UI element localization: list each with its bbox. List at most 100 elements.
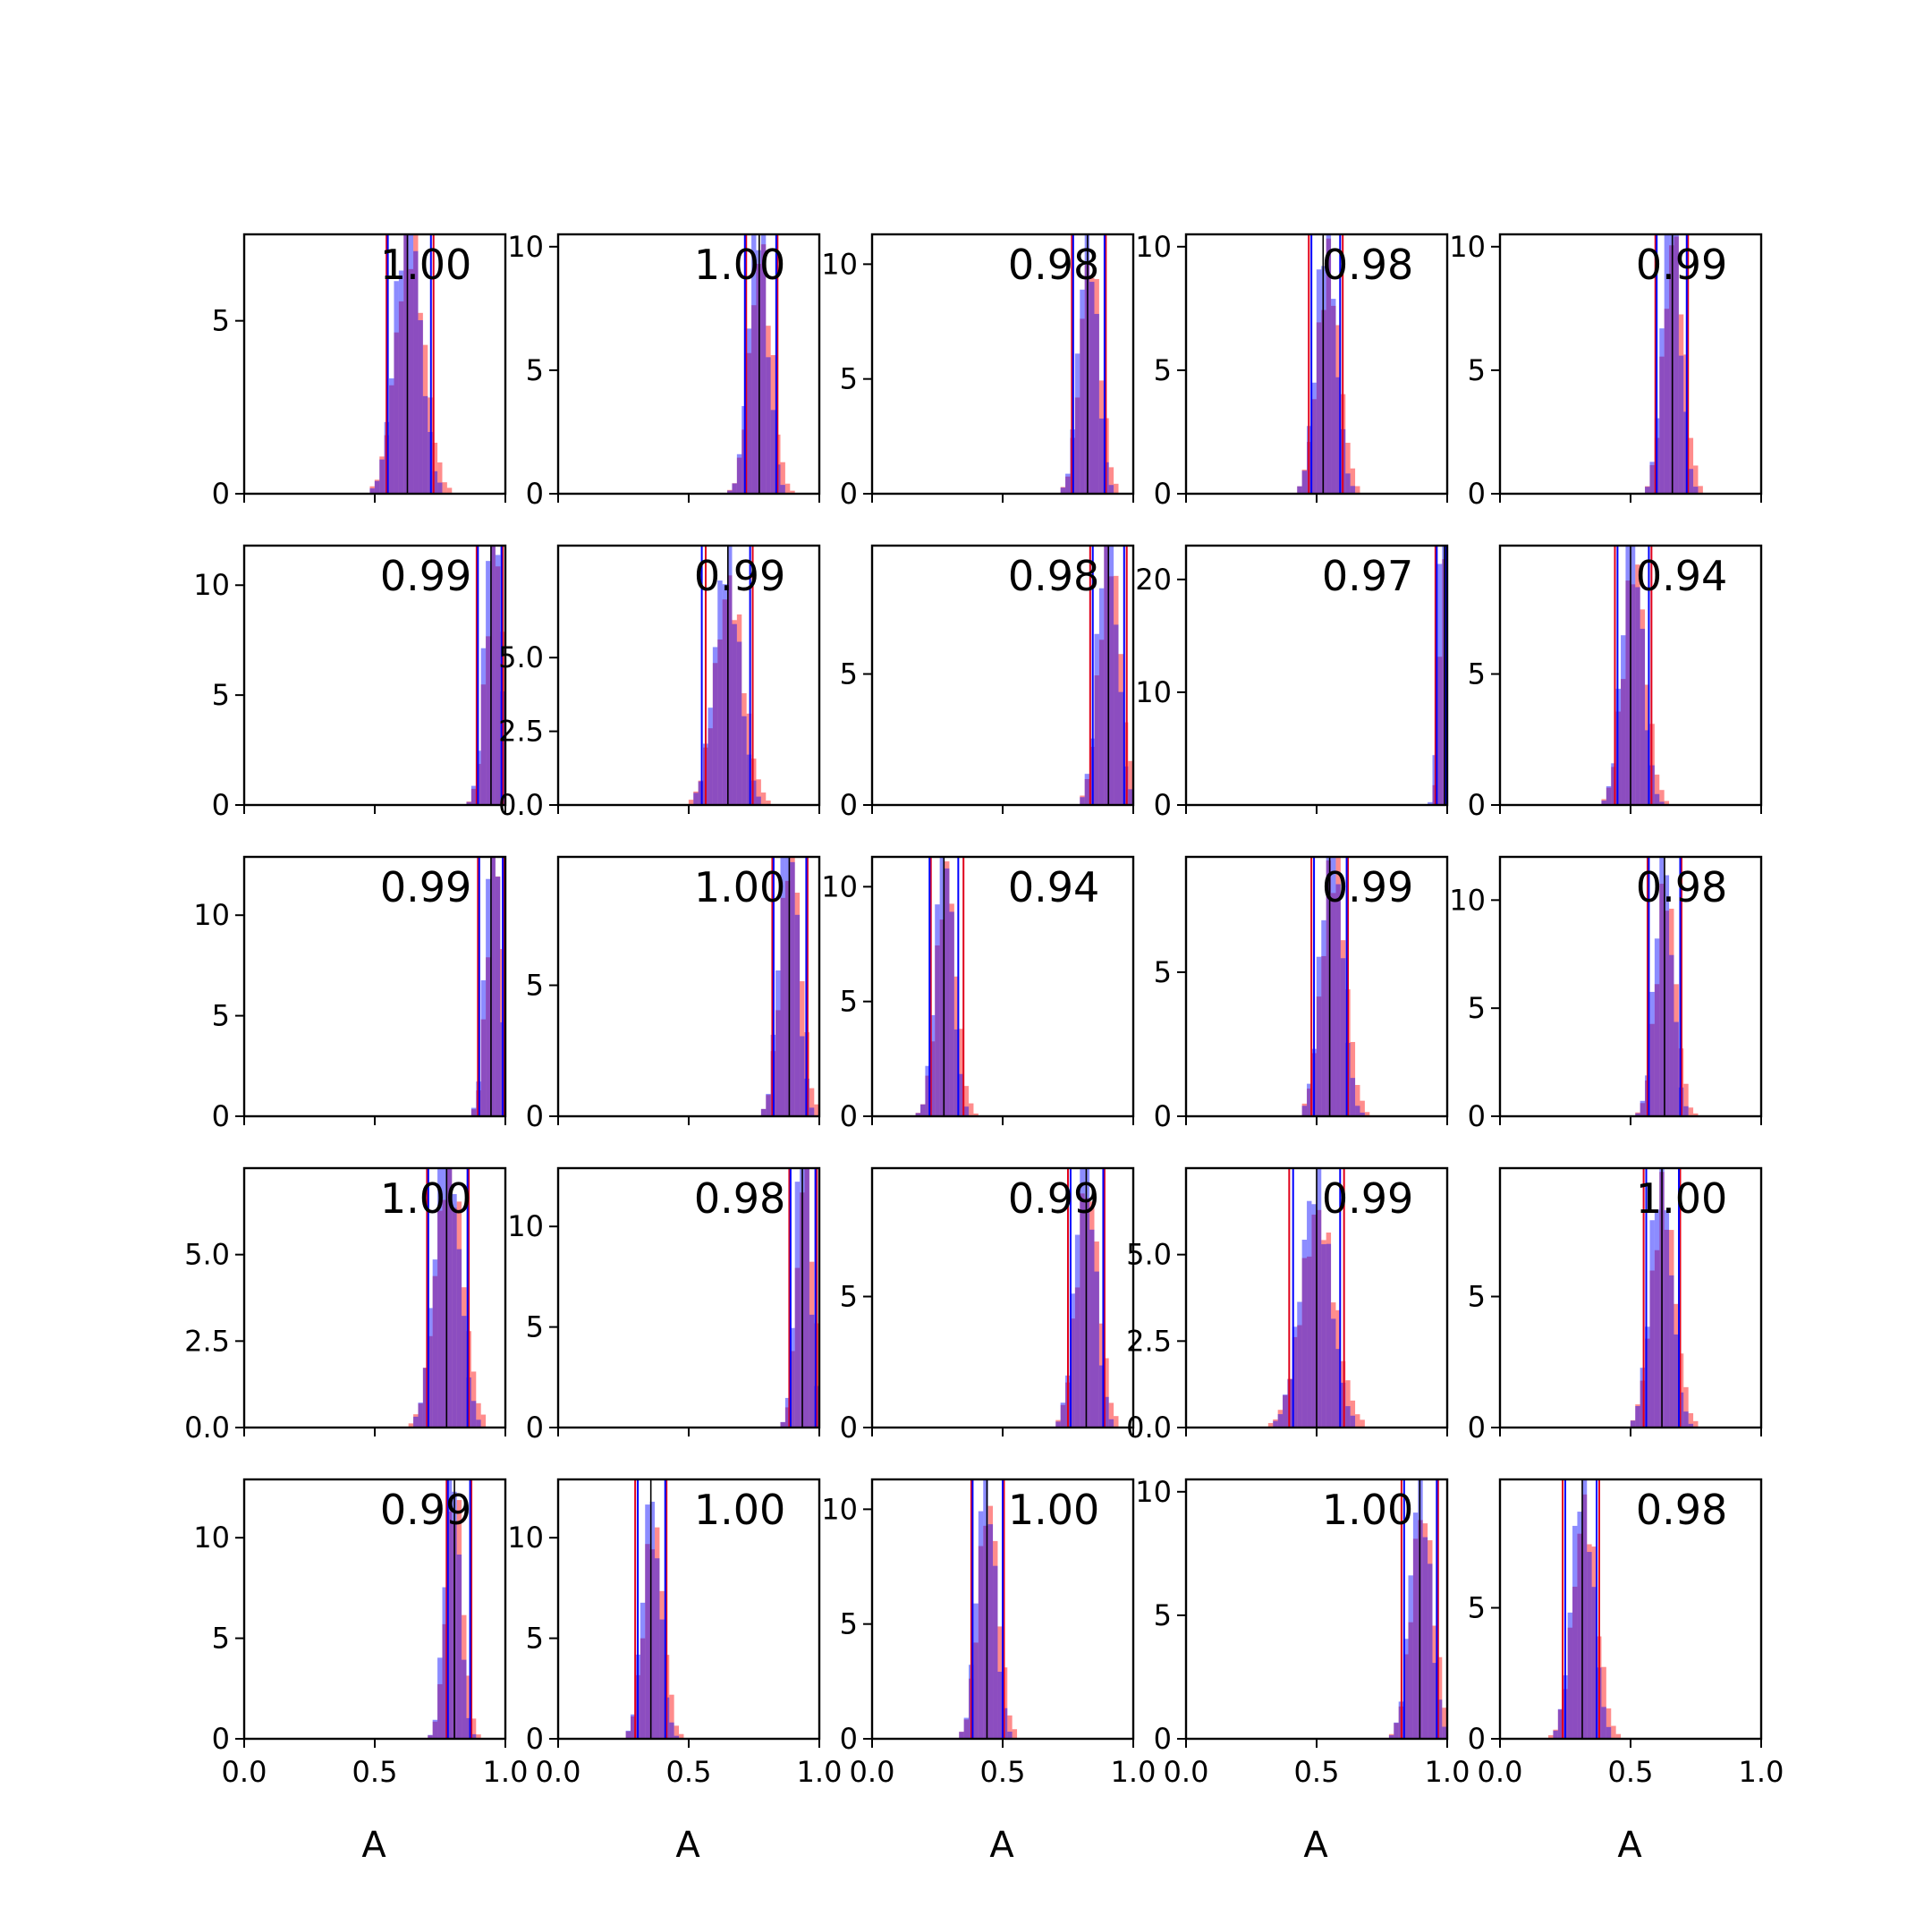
plot-area xyxy=(408,1168,487,1428)
hist-bar-blue xyxy=(437,1657,443,1739)
x-tick-label: 0.5 xyxy=(352,1755,398,1789)
hist-bar-red xyxy=(625,1731,631,1739)
hist-bar-red xyxy=(442,1199,447,1428)
y-tick-label: 0 xyxy=(212,477,230,511)
hist-bar-red xyxy=(1654,984,1660,1116)
hist-bar-red xyxy=(428,1735,433,1739)
hist-bar-blue xyxy=(1683,1106,1689,1116)
hist-bar-red xyxy=(1273,1419,1278,1428)
hist-bar-red xyxy=(1094,278,1099,494)
hist-bar-red xyxy=(1625,580,1631,805)
hist-bar-red xyxy=(708,728,713,805)
hist-bar-red xyxy=(1567,1627,1573,1739)
hist-bar-red xyxy=(1601,1666,1606,1739)
y-tick-label: 0 xyxy=(1154,1722,1172,1756)
subplot-r4-c2: 0 5 10 0.98 xyxy=(507,1166,821,1445)
hist-bar-red xyxy=(794,893,801,1116)
y-tick-label: 0 xyxy=(840,1411,858,1445)
hist-bar-red xyxy=(987,1505,994,1739)
hist-bar-blue xyxy=(920,1104,926,1116)
hist-bar-red xyxy=(1436,657,1443,805)
hist-bar-red xyxy=(1321,1240,1326,1428)
hist-bar-red xyxy=(442,1623,447,1739)
hist-bar-red xyxy=(432,1275,438,1428)
hist-bar-blue xyxy=(1674,1334,1679,1428)
hist-bar-blue xyxy=(1297,1301,1302,1428)
hist-bar-red xyxy=(953,976,960,1116)
x-tick-label: 0.5 xyxy=(666,1755,712,1789)
hist-bar-red xyxy=(809,1088,815,1116)
hist-bar-red xyxy=(1094,1241,1099,1428)
hist-bar-red xyxy=(462,1614,467,1739)
hist-bar-blue xyxy=(1094,1271,1099,1428)
y-tick-label: 5 xyxy=(212,999,230,1033)
hist-bar-blue xyxy=(1104,546,1109,805)
hist-bar-red xyxy=(466,1675,471,1739)
hist-bar-red xyxy=(432,1721,438,1739)
y-tick-label: 10 xyxy=(193,898,230,932)
plot-area xyxy=(428,1479,481,1739)
correlation-label: 0.98 xyxy=(1008,241,1099,289)
hist-bar-red xyxy=(480,1019,487,1116)
subplot-r3-c3: 0 5 10 0.94 xyxy=(821,855,1135,1133)
hist-bar-blue xyxy=(379,459,385,494)
hist-bar-red xyxy=(1664,911,1670,1116)
hist-bar-blue xyxy=(1572,1525,1578,1739)
hist-bar-red xyxy=(1630,1419,1636,1428)
hist-bar-blue xyxy=(480,648,487,805)
hist-bar-red xyxy=(456,1201,462,1428)
hist-bar-red xyxy=(1669,1230,1674,1428)
plot-area xyxy=(1267,1168,1365,1428)
xlabel-col-1: A xyxy=(361,1825,386,1866)
y-tick-label: 0 xyxy=(212,1722,230,1756)
hist-bar-blue xyxy=(1428,801,1433,805)
y-tick-label: 0 xyxy=(1468,1411,1486,1445)
hist-bar-red xyxy=(1108,467,1114,494)
hist-bar-red xyxy=(486,636,491,805)
hist-bar-red xyxy=(659,1590,665,1739)
hist-bar-blue xyxy=(1277,1414,1284,1428)
hist-bar-red xyxy=(1108,576,1114,805)
hist-bar-red xyxy=(1316,996,1322,1116)
hist-bar-red xyxy=(1645,486,1650,494)
x-tick-label: 0.0 xyxy=(222,1755,267,1789)
hist-bar-red xyxy=(1104,546,1109,805)
hist-bar-red xyxy=(1098,380,1105,494)
hist-bar-red xyxy=(698,780,704,805)
hist-bar-blue xyxy=(1601,801,1606,805)
hist-bar-blue xyxy=(462,1316,467,1428)
y-tick-label: 5.0 xyxy=(498,640,544,674)
hist-bar-red xyxy=(1007,1715,1013,1739)
hist-bar-blue xyxy=(413,250,419,494)
hist-bar-red xyxy=(809,1261,815,1428)
hist-bar-red xyxy=(1640,1103,1646,1116)
y-tick-label: 5 xyxy=(1154,1598,1172,1632)
hist-bar-blue xyxy=(1331,1318,1336,1428)
hist-bar-blue xyxy=(674,1735,680,1739)
hist-bar-blue xyxy=(480,979,487,1116)
hist-bar-red xyxy=(413,1414,419,1428)
subplot-r4-c5: 051.00 xyxy=(1468,1166,1763,1445)
hist-bar-red xyxy=(1669,908,1674,1116)
hist-bar-blue xyxy=(394,281,399,494)
hist-bar-blue xyxy=(1089,1229,1095,1428)
hist-bar-blue xyxy=(746,328,752,494)
hist-bar-red xyxy=(655,1527,660,1739)
hist-bar-red xyxy=(470,788,477,805)
hist-bar-red xyxy=(760,792,767,805)
hist-bar-red xyxy=(1640,1380,1646,1428)
y-tick-label: 10 xyxy=(1449,230,1486,264)
hist-bar-red xyxy=(736,614,742,805)
hist-bar-red xyxy=(736,457,742,494)
hist-bar-red xyxy=(413,234,419,494)
hist-bar-red xyxy=(446,1168,453,1428)
hist-bar-red xyxy=(422,344,428,494)
hist-bar-red xyxy=(693,791,699,805)
hist-bar-red xyxy=(1089,277,1095,494)
hist-bar-blue xyxy=(727,490,733,494)
correlation-label: 1.00 xyxy=(1636,1174,1727,1223)
plot-area xyxy=(1297,234,1360,494)
y-tick-label: 5 xyxy=(840,985,858,1019)
hist-bar-red xyxy=(915,1113,921,1116)
xlabel-col-4: A xyxy=(1303,1825,1328,1866)
